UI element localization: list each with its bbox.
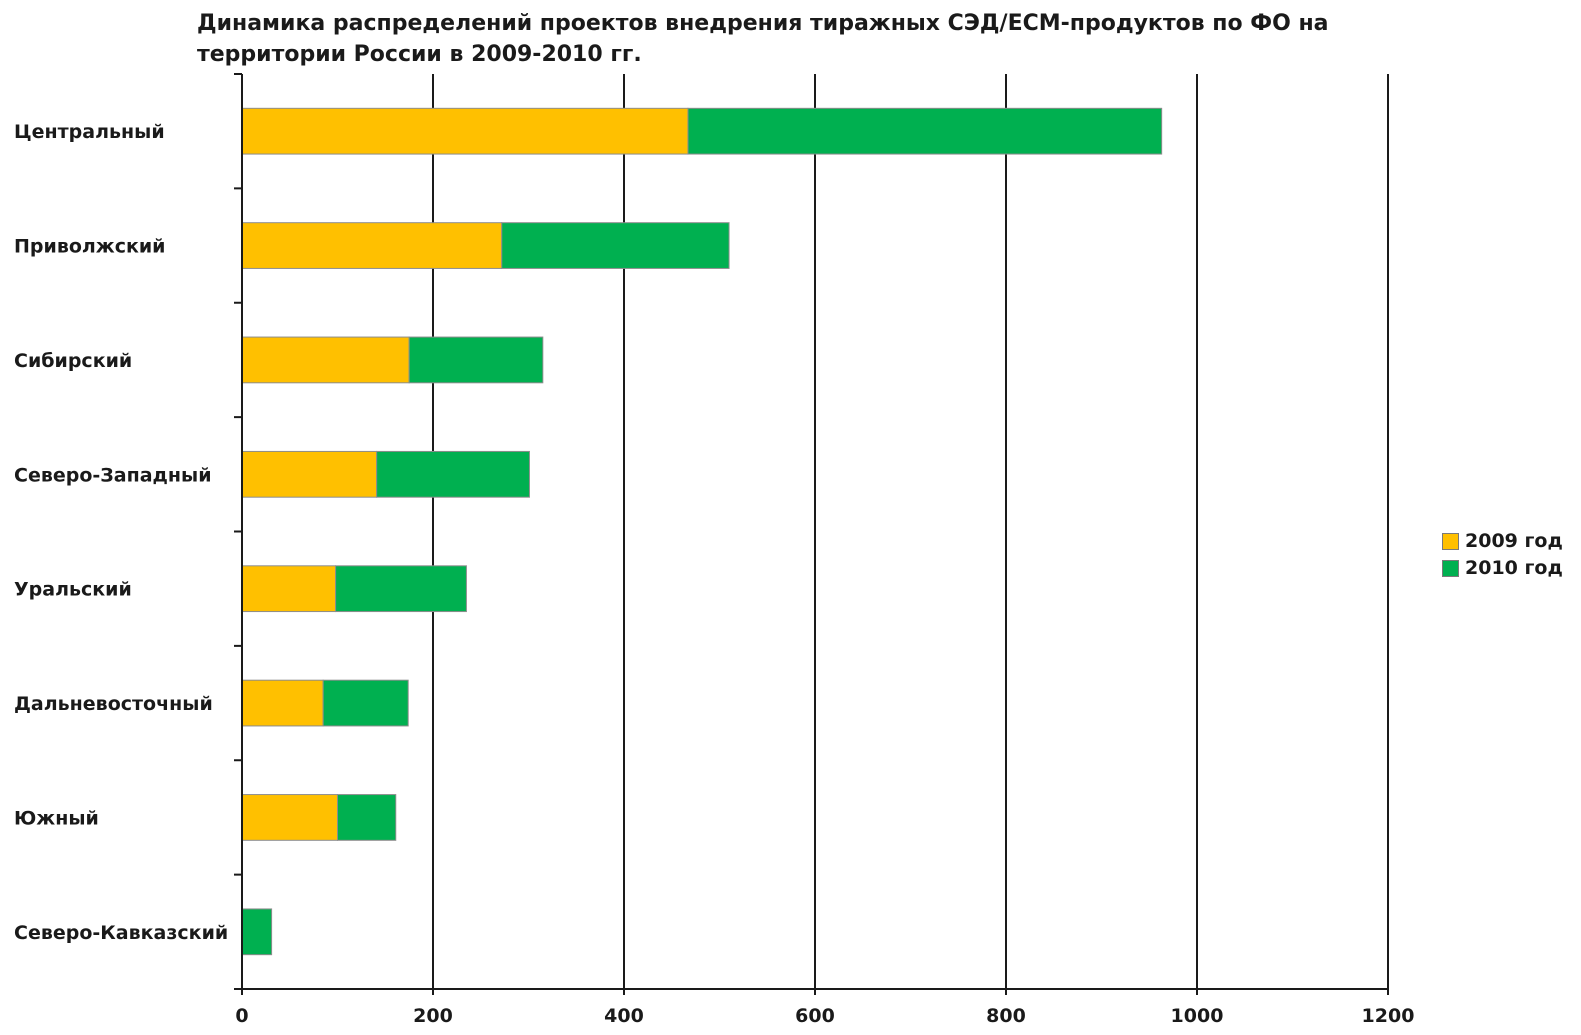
legend: 2009 год 2010 год (1442, 528, 1563, 582)
bar-2009-1 (241, 222, 503, 269)
category-labels: Центральный Приволжский Сибирский Северо-За… (14, 121, 228, 944)
x-tick-label-200: 200 (413, 1005, 453, 1027)
bar-2009-6 (241, 794, 338, 841)
legend-item-2009: 2009 год (1442, 528, 1563, 555)
category-label-2: Сибирский (14, 350, 132, 372)
legend-swatch-2010 (1442, 560, 1459, 577)
axes (234, 73, 1389, 995)
x-tick-label-1000: 1000 (1171, 1005, 1224, 1027)
category-label-7: Северо-Кавказский (14, 922, 228, 944)
category-label-0: Центральный (14, 121, 165, 143)
grid-lines (432, 74, 1389, 989)
x-tick-label-800: 800 (986, 1005, 1026, 1027)
bar-2010-3 (376, 450, 530, 498)
category-label-5: Дальневосточный (14, 693, 213, 715)
bar-2010-1 (501, 222, 730, 269)
bar-2009-4 (241, 565, 337, 613)
legend-label-2010: 2010 год (1465, 557, 1563, 579)
bar-2009-5 (241, 679, 324, 727)
bar-2009-3 (241, 450, 378, 498)
bar-2010-4 (335, 565, 467, 613)
bar-2010-2 (408, 336, 544, 384)
category-label-6: Южный (14, 807, 99, 829)
bar-2010-6 (337, 794, 397, 841)
x-tick-labels: 0 200 400 600 800 1000 1200 (235, 1005, 1414, 1027)
bar-2009-0 (241, 107, 689, 155)
bar-2009-2 (241, 336, 410, 384)
legend-item-2010: 2010 год (1442, 555, 1563, 582)
category-label-1: Приволжский (14, 236, 166, 258)
bars (241, 107, 1163, 956)
x-tick-label-1200: 1200 (1362, 1005, 1415, 1027)
bar-2010-5 (322, 679, 409, 727)
x-tick-label-600: 600 (795, 1005, 835, 1027)
x-tick-label-400: 400 (604, 1005, 644, 1027)
bar-2010-0 (687, 107, 1163, 155)
legend-label-2009: 2009 год (1465, 530, 1563, 552)
legend-swatch-2009 (1442, 533, 1459, 550)
chart-title: Динамика распределений проектов внедрени… (197, 11, 1329, 67)
bar-2010-7 (241, 908, 273, 956)
category-label-4: Уральский (14, 579, 132, 601)
x-tick-label-0: 0 (235, 1005, 248, 1027)
category-label-3: Северо-Западный (14, 464, 212, 486)
